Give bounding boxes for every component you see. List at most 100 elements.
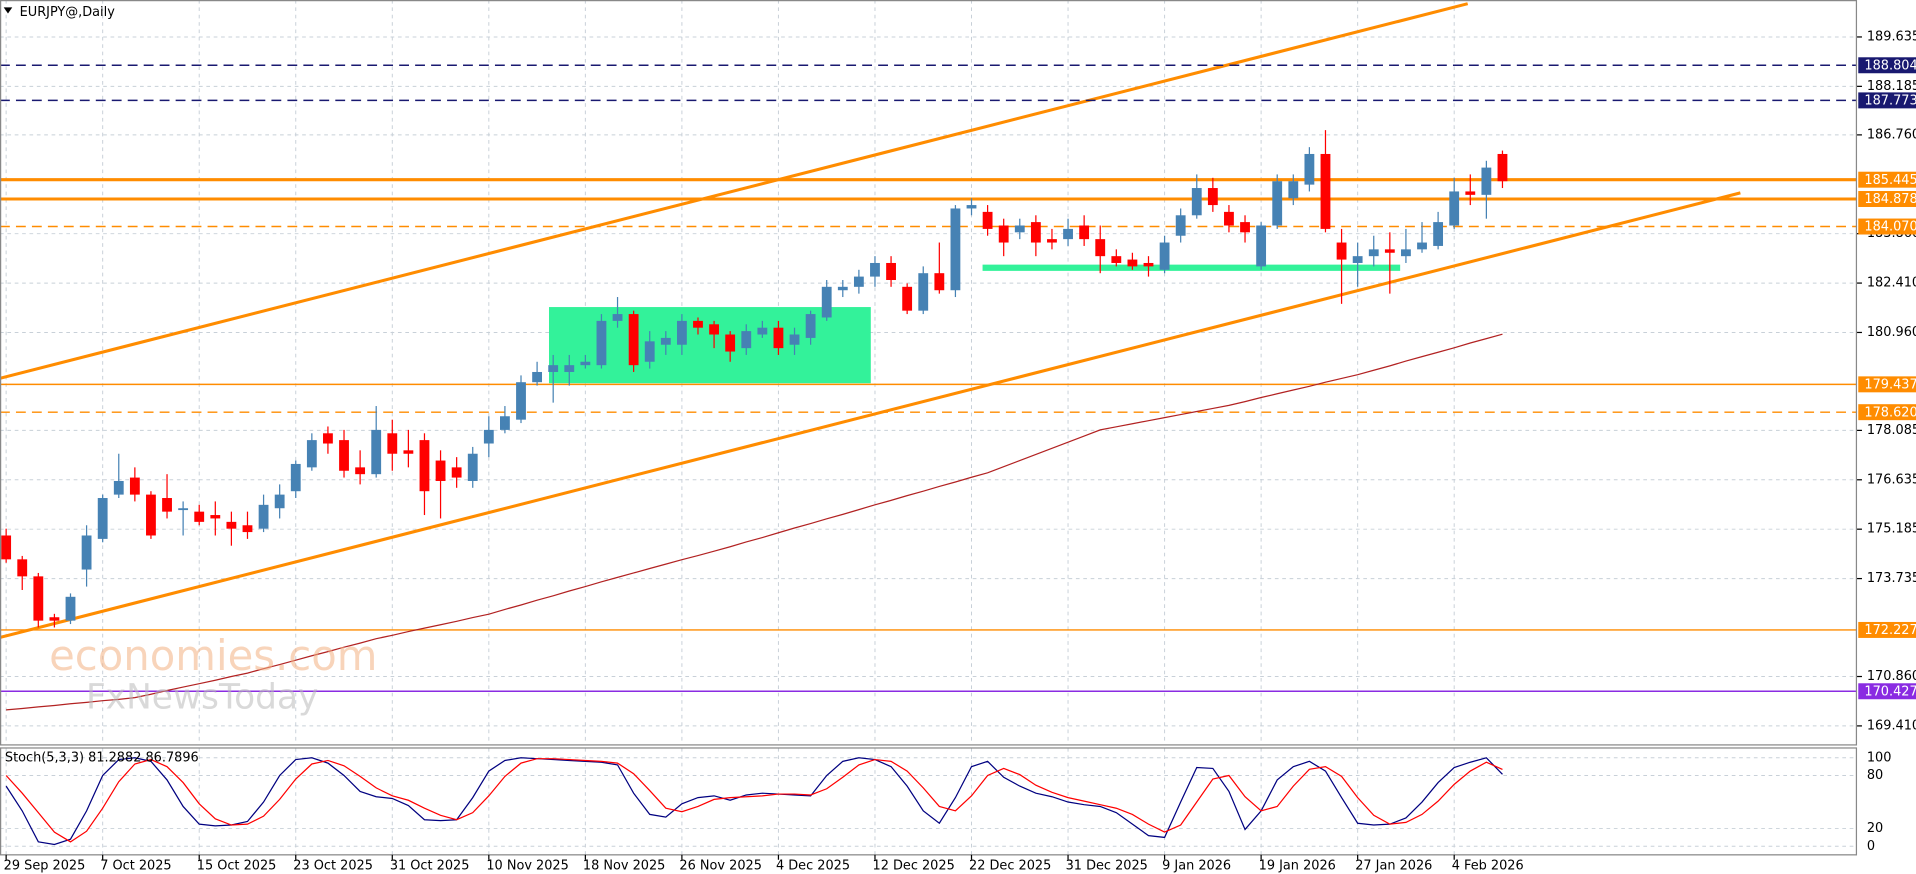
candle-body	[1191, 188, 1202, 216]
drawings	[0, 2, 1741, 639]
candle-body	[178, 508, 189, 511]
y-tick-label: 175.185	[1867, 522, 1916, 537]
candle-body	[226, 521, 237, 529]
candle-body	[853, 276, 864, 287]
candle-body	[709, 324, 719, 335]
candle-body	[805, 314, 816, 338]
candle-body	[274, 494, 285, 509]
x-tick-label: 15 Oct 2025	[197, 858, 277, 873]
candle-body	[323, 433, 333, 444]
stoch-tick-label: 20	[1867, 821, 1883, 836]
y-tick-label: 173.735	[1867, 571, 1916, 586]
candle-body	[1288, 181, 1299, 199]
candle-body	[918, 273, 929, 311]
candle-body	[1465, 191, 1476, 195]
candle-body	[1352, 256, 1363, 263]
stoch-tick-label: 0	[1867, 839, 1875, 854]
stoch-label: Stoch(5,3,3) 81.2882 86.7896	[5, 750, 199, 765]
candle-body	[129, 477, 140, 495]
y-tick-label: 182.410	[1867, 276, 1916, 291]
stoch-line	[5, 757, 1503, 846]
candle-body	[435, 460, 446, 481]
candle-body	[548, 365, 559, 372]
candle-body	[1224, 211, 1234, 226]
price-level-label: 188.804	[1864, 58, 1916, 73]
candle-body	[17, 559, 28, 577]
candle-body	[1079, 225, 1090, 240]
candle-body	[741, 331, 752, 349]
candle-body	[113, 480, 124, 495]
candle-body	[49, 617, 60, 621]
candle-body	[306, 440, 317, 468]
candle-body	[693, 320, 703, 328]
candle-body	[1030, 222, 1041, 243]
candle-body	[532, 371, 543, 383]
candle-body	[1240, 222, 1250, 233]
channel-upper	[0, 2, 1469, 380]
candle-body	[451, 467, 462, 478]
x-tick-label: 27 Jan 2026	[1355, 858, 1432, 873]
candle-body	[387, 433, 398, 454]
candle-body	[1175, 215, 1186, 236]
candle-body	[97, 498, 108, 539]
y-tick-label: 180.960	[1867, 325, 1916, 340]
candle-body	[1497, 153, 1508, 182]
menu-triangle	[3, 7, 13, 14]
candle-body	[950, 208, 961, 291]
axis-labels: 189.635188.185186.760183.860182.410180.9…	[4, 29, 1916, 873]
chart-title: EURJPY@,Daily	[20, 5, 116, 20]
candle-body	[1336, 242, 1347, 260]
x-tick-label: 10 Nov 2025	[486, 858, 568, 873]
candle-body	[355, 467, 366, 475]
candle-body	[773, 327, 784, 349]
x-tick-label: 18 Nov 2025	[583, 858, 665, 873]
y-tick-label: 188.185	[1867, 79, 1916, 94]
candle-body	[1159, 242, 1170, 270]
x-tick-label: 26 Nov 2025	[679, 858, 761, 873]
y-tick-label: 189.635	[1867, 29, 1916, 44]
price-level-label: 185.445	[1864, 173, 1916, 188]
x-tick-label: 9 Jan 2026	[1162, 858, 1231, 873]
candle-body	[580, 361, 591, 366]
candle-body	[371, 429, 382, 475]
candle-body	[242, 525, 253, 533]
candle-body	[146, 494, 156, 536]
price-level-label: 170.427	[1864, 684, 1916, 699]
candle-body	[1063, 228, 1073, 240]
candle-body	[1047, 239, 1057, 243]
price-level-label: 184.070	[1864, 220, 1916, 235]
frame: EURJPY@,Daily Stoch(5,3,3) 81.2882 86.78…	[0, 0, 1858, 856]
candle-body	[65, 596, 76, 621]
candle-body	[612, 314, 623, 321]
candle-body	[596, 320, 607, 366]
price-level-box	[1858, 376, 1916, 393]
candle-body	[1127, 259, 1138, 267]
x-tick-label: 4 Feb 2026	[1452, 858, 1524, 873]
candle-body	[1401, 249, 1411, 257]
x-tick-label: 4 Dec 2025	[776, 858, 850, 873]
candle-body	[1111, 256, 1122, 263]
candle-body	[821, 286, 832, 318]
candle-body	[1, 535, 12, 560]
stoch-tick-label: 80	[1867, 768, 1883, 783]
candle-body	[1207, 188, 1218, 206]
y-tick-label: 178.085	[1867, 423, 1916, 438]
candle-body	[564, 365, 575, 372]
candle-body	[1368, 249, 1379, 257]
stoch-panel-border	[0, 747, 1858, 856]
watermark: economies.com	[49, 631, 377, 680]
candle-body	[258, 504, 269, 529]
x-tick-label: 7 Oct 2025	[100, 858, 171, 873]
candle-body	[1272, 181, 1283, 226]
x-tick-label: 29 Sep 2025	[4, 858, 86, 873]
price-level-box	[1858, 57, 1916, 74]
watermark: FxNewsToday	[86, 677, 318, 717]
candle-body	[162, 498, 172, 512]
candle-body	[676, 320, 687, 345]
price-level-box	[1858, 621, 1916, 638]
y-tick-label: 186.760	[1867, 127, 1916, 142]
candle-body	[516, 382, 526, 420]
main-panel-border	[0, 0, 1858, 746]
price-level-box	[1858, 218, 1916, 235]
